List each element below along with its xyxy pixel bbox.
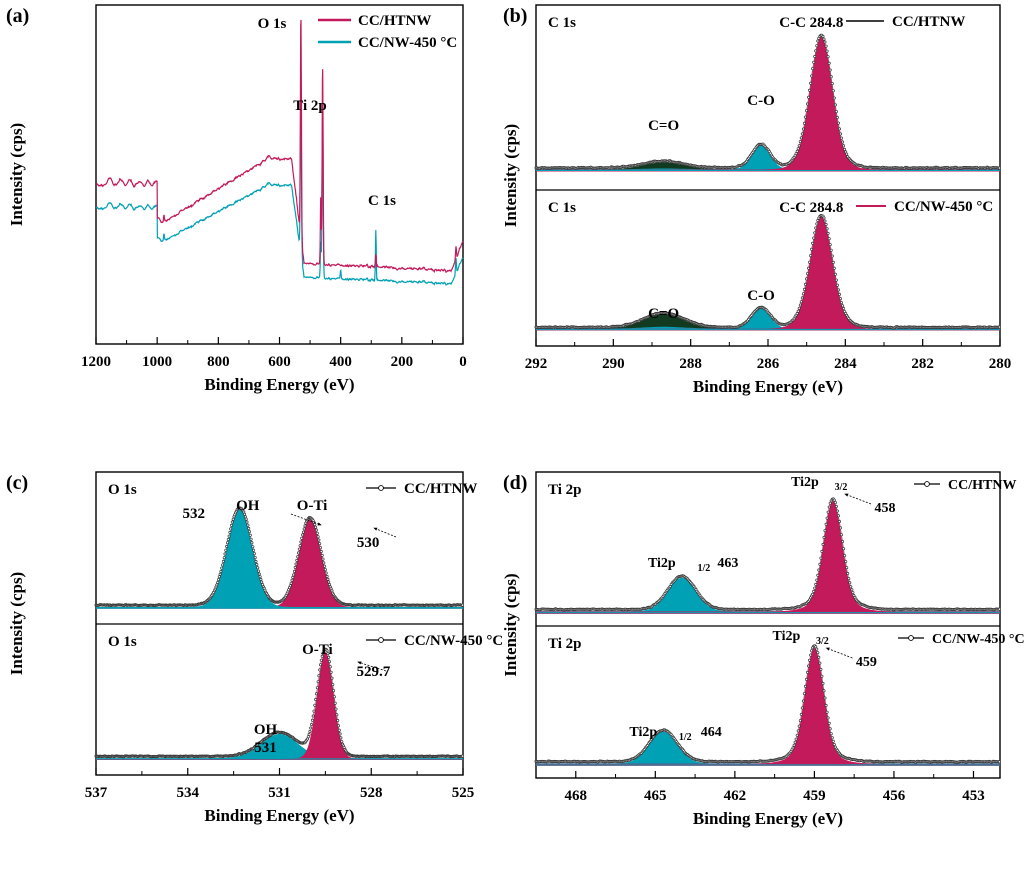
svg-text:OH: OH	[236, 498, 260, 514]
svg-text:CC/NW-450 °C: CC/NW-450 °C	[404, 633, 503, 649]
svg-text:530: 530	[357, 535, 380, 551]
svg-text:CC/NW-450 °C: CC/NW-450 °C	[358, 35, 457, 51]
svg-text:(b): (b)	[503, 5, 527, 27]
svg-text:Binding Energy (eV): Binding Energy (eV)	[693, 377, 843, 396]
svg-text:531: 531	[268, 785, 291, 801]
svg-text:Ti2p: Ti2p	[791, 475, 819, 490]
svg-text:459: 459	[803, 788, 826, 804]
svg-text:O-Ti: O-Ti	[297, 498, 328, 514]
svg-text:468: 468	[565, 788, 588, 804]
svg-text:O-Ti: O-Ti	[302, 642, 333, 658]
svg-text:3/2: 3/2	[835, 482, 848, 493]
svg-text:200: 200	[391, 354, 414, 370]
svg-text:600: 600	[268, 354, 291, 370]
svg-text:456: 456	[883, 788, 906, 804]
svg-text:C 1s: C 1s	[548, 200, 576, 216]
svg-text:Ti 2p: Ti 2p	[293, 98, 327, 114]
svg-text:O 1s: O 1s	[108, 634, 137, 650]
svg-text:Intensity (cps): Intensity (cps)	[7, 572, 26, 675]
svg-text:463: 463	[717, 556, 738, 571]
svg-text:CC/HTNW: CC/HTNW	[404, 481, 477, 497]
svg-text:C-O: C-O	[747, 93, 775, 109]
svg-text:537: 537	[85, 785, 108, 801]
svg-text:525: 525	[452, 785, 475, 801]
svg-text:C-C 284.8: C-C 284.8	[779, 15, 843, 31]
svg-text:Ti 2p: Ti 2p	[548, 482, 582, 498]
svg-text:1200: 1200	[81, 354, 111, 370]
svg-text:C=O: C=O	[648, 118, 679, 134]
svg-text:1/2: 1/2	[679, 732, 692, 743]
svg-text:800: 800	[207, 354, 230, 370]
svg-text:1000: 1000	[142, 354, 172, 370]
svg-text:462: 462	[724, 788, 747, 804]
svg-text:O 1s: O 1s	[108, 482, 137, 498]
svg-text:CC/HTNW: CC/HTNW	[892, 14, 965, 30]
svg-text:CC/HTNW: CC/HTNW	[358, 13, 431, 29]
svg-text:531: 531	[254, 740, 277, 756]
svg-text:284: 284	[834, 356, 857, 372]
svg-text:453: 453	[962, 788, 985, 804]
svg-text:CC/NW-450 °C: CC/NW-450 °C	[932, 632, 1024, 647]
svg-text:C-O: C-O	[747, 288, 775, 304]
svg-text:286: 286	[757, 356, 780, 372]
svg-text:O 1s: O 1s	[258, 16, 287, 32]
svg-text:288: 288	[679, 356, 702, 372]
svg-text:400: 400	[329, 354, 352, 370]
svg-text:Ti2p: Ti2p	[629, 725, 657, 740]
svg-text:CC/HTNW: CC/HTNW	[948, 478, 1016, 493]
svg-text:Intensity (cps): Intensity (cps)	[501, 124, 520, 227]
svg-text:3/2: 3/2	[816, 636, 829, 647]
svg-text:Intensity (cps): Intensity (cps)	[7, 123, 26, 226]
svg-text:459: 459	[856, 655, 877, 670]
svg-text:528: 528	[360, 785, 383, 801]
svg-text:Binding Energy (eV): Binding Energy (eV)	[204, 375, 354, 394]
svg-text:465: 465	[644, 788, 667, 804]
svg-text:1/2: 1/2	[697, 563, 710, 574]
svg-text:Ti2p: Ti2p	[773, 629, 801, 644]
svg-text:Intensity (cps): Intensity (cps)	[501, 573, 520, 676]
svg-text:292: 292	[525, 356, 548, 372]
svg-text:282: 282	[911, 356, 934, 372]
svg-text:458: 458	[874, 501, 895, 516]
svg-text:Binding Energy (eV): Binding Energy (eV)	[204, 806, 354, 825]
svg-text:Ti 2p: Ti 2p	[548, 636, 582, 652]
svg-text:529.7: 529.7	[357, 664, 391, 680]
svg-text:C 1s: C 1s	[548, 15, 576, 31]
svg-text:(d): (d)	[503, 472, 527, 494]
svg-text:534: 534	[177, 785, 200, 801]
svg-text:290: 290	[602, 356, 625, 372]
svg-text:Ti2p: Ti2p	[648, 556, 676, 571]
svg-text:Binding Energy (eV): Binding Energy (eV)	[693, 809, 843, 828]
svg-text:C-C 284.8: C-C 284.8	[779, 200, 843, 216]
svg-text:0: 0	[459, 354, 467, 370]
svg-text:OH: OH	[254, 722, 278, 738]
svg-text:C 1s: C 1s	[368, 193, 396, 209]
svg-text:532: 532	[182, 506, 205, 522]
svg-text:C=O: C=O	[648, 306, 679, 322]
svg-text:(c): (c)	[6, 472, 28, 494]
svg-text:(a): (a)	[6, 5, 29, 27]
svg-text:CC/NW-450 °C: CC/NW-450 °C	[894, 199, 993, 215]
svg-text:464: 464	[701, 725, 722, 740]
svg-text:280: 280	[989, 356, 1012, 372]
